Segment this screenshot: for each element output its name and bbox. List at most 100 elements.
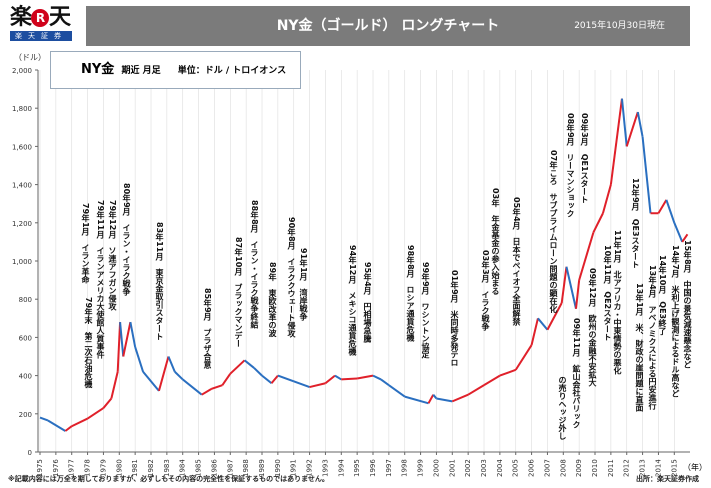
y-tick-label: 600	[19, 334, 32, 342]
event-annotation: 94年12月 メキシコ通貨危機	[348, 245, 357, 356]
x-tick-label: 2005	[512, 459, 520, 477]
x-tick-label: 1991	[290, 459, 298, 477]
price-segment	[116, 322, 122, 372]
event-annotation: 13年1月 米、財政の崖問題に直面	[635, 283, 644, 412]
price-segment	[537, 317, 549, 331]
price-segment	[110, 371, 119, 399]
event-annotation: 90年8月 イラククウェート侵攻	[287, 217, 296, 338]
price-segment	[578, 232, 595, 281]
event-annotation: 01年9月 米同時多発テロ	[450, 270, 459, 367]
price-segment	[657, 199, 668, 214]
price-segment	[560, 266, 568, 304]
x-tick-label: 1979	[99, 459, 107, 477]
event-annotation: 88年8月 イラン・イラク戦争終結	[250, 200, 259, 329]
price-segment	[47, 419, 66, 432]
price-segment	[270, 374, 279, 384]
price-segment	[261, 374, 273, 385]
price-segment	[221, 373, 232, 386]
x-tick-label: 2001	[448, 459, 456, 477]
price-segment	[71, 417, 89, 428]
price-segment	[142, 371, 160, 392]
event-annotation: 98年8月 ロシア通貨危機	[406, 245, 415, 342]
x-tick-label: 1984	[179, 459, 187, 477]
legend-unit: 単位：ドル / トロイオンス	[177, 66, 287, 76]
price-segment	[39, 416, 49, 422]
price-segment	[324, 374, 336, 385]
price-segment	[388, 384, 406, 398]
x-tick-label: 1988	[242, 459, 250, 477]
event-annotation: 03年3月 イラク戦争	[481, 250, 490, 331]
y-tick-label: 1,800	[12, 105, 32, 113]
price-segment	[64, 425, 73, 432]
event-annotation: 79年12月 ソ連アフガン侵攻	[108, 200, 117, 311]
price-segment	[565, 266, 577, 309]
event-annotation: 05年4月 日本でペイオフ全面解禁	[512, 197, 521, 326]
event-annotation: 91年1月 湾岸戦争	[299, 248, 308, 321]
x-tick-label: 2009	[575, 459, 583, 477]
x-tick-label: 1987	[226, 459, 234, 477]
y-tick-label: 800	[19, 296, 32, 304]
x-tick-label: 1982	[147, 459, 155, 477]
price-segment	[601, 184, 612, 214]
disclaimer: ※記載内容には万全を期しておりますが、必ずしもその内容の完全性を保証するものでは…	[8, 475, 329, 483]
y-tick-label: 1,000	[12, 258, 32, 266]
price-segment	[641, 136, 652, 214]
price-segment	[451, 393, 469, 403]
price-segment	[182, 378, 203, 396]
x-tick-label: 2002	[464, 459, 472, 477]
price-segment	[243, 359, 255, 369]
x-tick-label: 2015	[670, 459, 678, 477]
x-tick-label: 1983	[163, 459, 171, 477]
event-annotation: 87年10月 ブラックマンデー	[234, 237, 243, 348]
x-tick-label: 2003	[480, 459, 488, 477]
legend-period: 期近 月足	[121, 66, 161, 76]
x-tick-label: 1977	[68, 459, 76, 477]
price-segment	[681, 233, 689, 243]
event-annotation: 79年11月 イランアメリカ大使館人質事件	[96, 200, 105, 359]
price-segment	[380, 378, 390, 386]
x-tick-label: 2004	[496, 459, 504, 477]
x-tick-label: 1995	[353, 459, 361, 477]
x-tick-label: 1975	[36, 459, 44, 477]
price-segment	[134, 346, 145, 373]
y-tick-label: 0	[28, 449, 32, 457]
x-tick-label: 1993	[321, 459, 329, 477]
y-tick-label: 2,000	[12, 67, 32, 75]
price-segment	[129, 321, 137, 348]
event-annotation: 15年8月 中国の景気減速懸念など	[683, 240, 692, 369]
event-annotation: 80年9月 イラン・イラク戦争	[122, 183, 131, 296]
y-tick-label: 200	[19, 411, 32, 419]
chart-title: NY金（ゴールド） ロングチャート	[276, 18, 500, 34]
x-tick-label: 2007	[543, 459, 551, 477]
price-segment	[530, 318, 539, 346]
event-annotation: 08年9月 リーマンショック	[566, 113, 575, 218]
price-segment	[341, 377, 358, 381]
event-annotation: 79年末 第二次石油危機	[84, 297, 93, 389]
x-tick-label: 1996	[369, 459, 377, 477]
price-segment	[432, 394, 438, 400]
price-segment	[102, 397, 113, 409]
price-segment	[427, 394, 435, 404]
x-tick-label: 2008	[559, 459, 567, 477]
price-segment	[167, 356, 176, 373]
x-tick-label: 1976	[52, 459, 60, 477]
header-bar: NY金（ゴールド） ロングチャート 2015年10月30日現在	[86, 6, 690, 46]
event-annotation: 11年1月 北アフリカ・中東情勢の悪化	[613, 230, 622, 375]
price-segment	[277, 374, 295, 383]
x-tick-label: 1997	[385, 459, 393, 477]
event-annotation: 14年10月 QE3終了	[658, 255, 667, 336]
event-annotation: 10年11月 QE2スタート	[603, 245, 612, 342]
price-segment	[620, 98, 628, 147]
y-tick-label: 400	[19, 373, 32, 381]
event-annotation: 03年 年金基金の参入始まる	[491, 188, 500, 296]
price-segment	[673, 222, 684, 243]
x-tick-label: 1978	[84, 459, 92, 477]
price-segment	[574, 279, 581, 309]
x-tick-label: 2011	[607, 459, 615, 477]
price-segment	[229, 359, 246, 375]
price-segment	[157, 356, 170, 392]
y-tick-label: 1,200	[12, 220, 32, 228]
legend-name: NY金	[81, 62, 115, 77]
